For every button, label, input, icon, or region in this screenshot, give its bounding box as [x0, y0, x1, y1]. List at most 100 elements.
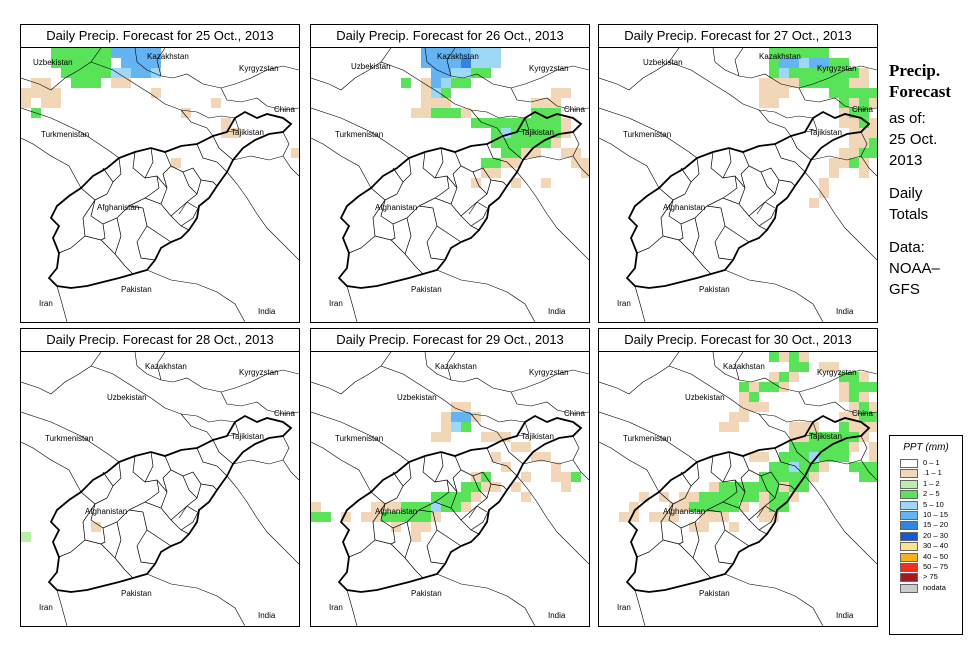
country-border [38, 147, 82, 189]
province-border [662, 539, 694, 559]
precip-cell [41, 78, 51, 88]
precip-cell [471, 482, 481, 492]
province-border [720, 207, 750, 243]
label-tajikistan: Tajikistan [231, 128, 264, 137]
precip-cell [491, 452, 501, 462]
province-border [84, 539, 116, 559]
country-border [311, 352, 392, 395]
province-border [486, 447, 518, 477]
precip-cell [501, 432, 511, 442]
precip-cell [849, 138, 859, 148]
precip-cell [789, 78, 799, 88]
precip-cell [131, 58, 141, 68]
precip-cell [441, 58, 451, 68]
asof-line-2: 25 Oct. [889, 131, 938, 148]
country-border [220, 391, 299, 415]
precip-cell [849, 402, 859, 412]
precip-cell [859, 422, 869, 432]
province-border [742, 455, 780, 521]
forecast-panel-6: Daily Precip. Forecast for 30 Oct., 2013… [598, 328, 878, 627]
province-border [136, 225, 156, 261]
precip-cell [441, 48, 451, 58]
precip-cell [749, 392, 759, 402]
panel-title: Daily Precip. Forecast for 29 Oct., 2013 [310, 328, 590, 352]
province-border [490, 179, 508, 187]
country-border [232, 155, 284, 161]
label-china: China [564, 105, 585, 114]
forecast-panel-5: Daily Precip. Forecast for 29 Oct., 2013… [310, 328, 590, 627]
province-border [142, 511, 172, 547]
country-border [798, 65, 877, 89]
country-border [446, 48, 456, 77]
country-border [634, 589, 646, 626]
precip-cell [551, 462, 561, 472]
precip-cell [789, 472, 799, 482]
precip-cell [719, 422, 729, 432]
country-border [424, 48, 512, 89]
country-border [724, 269, 824, 322]
precip-cell [531, 118, 541, 128]
label-turkmenistan: Turkmenistan [45, 434, 94, 443]
panel-title: Daily Precip. Forecast for 27 Oct., 2013 [598, 24, 878, 48]
legend-swatch [900, 459, 918, 468]
precip-cell [759, 512, 769, 522]
precip-cell [669, 512, 679, 522]
precip-cell [829, 78, 839, 88]
precip-cell [421, 502, 431, 512]
precip-cell [799, 78, 809, 88]
country-border [774, 415, 814, 423]
province-border [212, 439, 234, 465]
precip-cell [839, 148, 849, 158]
precip-cell [759, 452, 769, 462]
precip-cell [551, 108, 561, 118]
legend-item: 10 – 15 [890, 510, 962, 520]
precip-cell [799, 48, 809, 58]
precip-cell [381, 502, 391, 512]
precip-cell [679, 502, 689, 512]
precip-cell [421, 108, 431, 118]
precip-cell [859, 108, 869, 118]
precip-cell [41, 88, 51, 98]
country-border [21, 107, 120, 159]
legend-swatch [900, 542, 918, 552]
precip-cell [561, 118, 571, 128]
precip-cell [211, 98, 221, 108]
precip-cell [649, 512, 659, 522]
precip-cell [481, 68, 491, 78]
precip-cell [819, 362, 829, 372]
province-border [740, 469, 750, 493]
precip-cell [311, 502, 321, 512]
precip-cell [441, 412, 451, 422]
province-border [706, 197, 768, 231]
precip-cell [471, 492, 481, 502]
precip-cell [441, 98, 451, 108]
precip-cell [809, 452, 819, 462]
precip-cell [819, 68, 829, 78]
precip-cell [769, 382, 779, 392]
precip-cell [491, 482, 501, 492]
country-border [510, 369, 589, 393]
country-border [810, 155, 862, 161]
precip-cell [441, 88, 451, 98]
precip-cell [839, 98, 849, 108]
precip-cell [789, 462, 799, 472]
side-info: Precip. Forecast as of: 25 Oct. 2013 Dai… [889, 60, 951, 300]
precip-cell [839, 392, 849, 402]
province-border [790, 439, 812, 465]
province-border [476, 505, 488, 513]
country-border [510, 65, 589, 89]
afghanistan-border [625, 110, 871, 289]
label-china: China [852, 105, 873, 114]
precip-cell [829, 88, 839, 98]
precip-cell [541, 128, 551, 138]
country-border [756, 201, 766, 215]
country-border [798, 369, 877, 393]
precip-cell [571, 148, 581, 158]
precip-cell [371, 502, 381, 512]
precip-cell [849, 442, 859, 452]
province-border [778, 179, 796, 187]
precip-cell [859, 382, 869, 392]
country-border [21, 352, 102, 395]
country-border [516, 171, 589, 261]
precip-cell [789, 68, 799, 78]
